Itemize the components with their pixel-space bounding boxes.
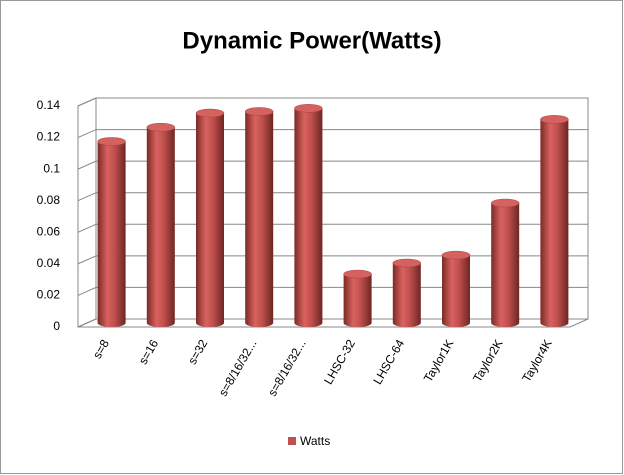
- y-tick-label: 0.02: [37, 288, 61, 302]
- bar-top: [441, 250, 471, 260]
- bar: [245, 111, 274, 327]
- grid-line: [77, 129, 588, 139]
- grid-line: [77, 223, 588, 233]
- bar: [540, 119, 569, 327]
- chart-title: Dynamic Power(Watts): [182, 27, 441, 54]
- grid-line: [77, 160, 588, 170]
- bar: [196, 113, 224, 327]
- bar: [146, 127, 175, 327]
- bar-top: [540, 115, 569, 124]
- y-tick-label: 0.12: [37, 130, 61, 144]
- bar: [97, 141, 126, 327]
- side-wall: [77, 97, 97, 328]
- legend-swatch: [288, 437, 296, 445]
- y-tick-label: 0.1: [43, 161, 60, 175]
- bar: [491, 203, 520, 327]
- grid-line: [77, 286, 588, 296]
- y-tick-label: 0.06: [37, 224, 61, 238]
- bar-top: [97, 137, 126, 146]
- grid-line: [77, 318, 588, 328]
- y-tick-label: 0.04: [37, 256, 61, 270]
- bar-top: [392, 258, 422, 268]
- bar-top: [343, 269, 372, 279]
- bar: [294, 108, 323, 327]
- legend-label: Watts: [300, 434, 330, 448]
- grid-line: [77, 97, 588, 107]
- y-tick-label: 0.08: [37, 193, 61, 207]
- y-tick-label: 0.14: [37, 98, 61, 112]
- grid-line: [77, 192, 588, 202]
- bar: [343, 274, 372, 327]
- bar: [392, 263, 421, 327]
- grid-line: [77, 255, 588, 265]
- bar: [442, 255, 470, 327]
- bar-top: [195, 108, 225, 118]
- bar-top: [294, 104, 323, 113]
- y-tick-label: 0: [53, 319, 60, 333]
- bar-top: [490, 198, 520, 208]
- bar-top: [244, 107, 274, 116]
- bar-top: [146, 123, 176, 132]
